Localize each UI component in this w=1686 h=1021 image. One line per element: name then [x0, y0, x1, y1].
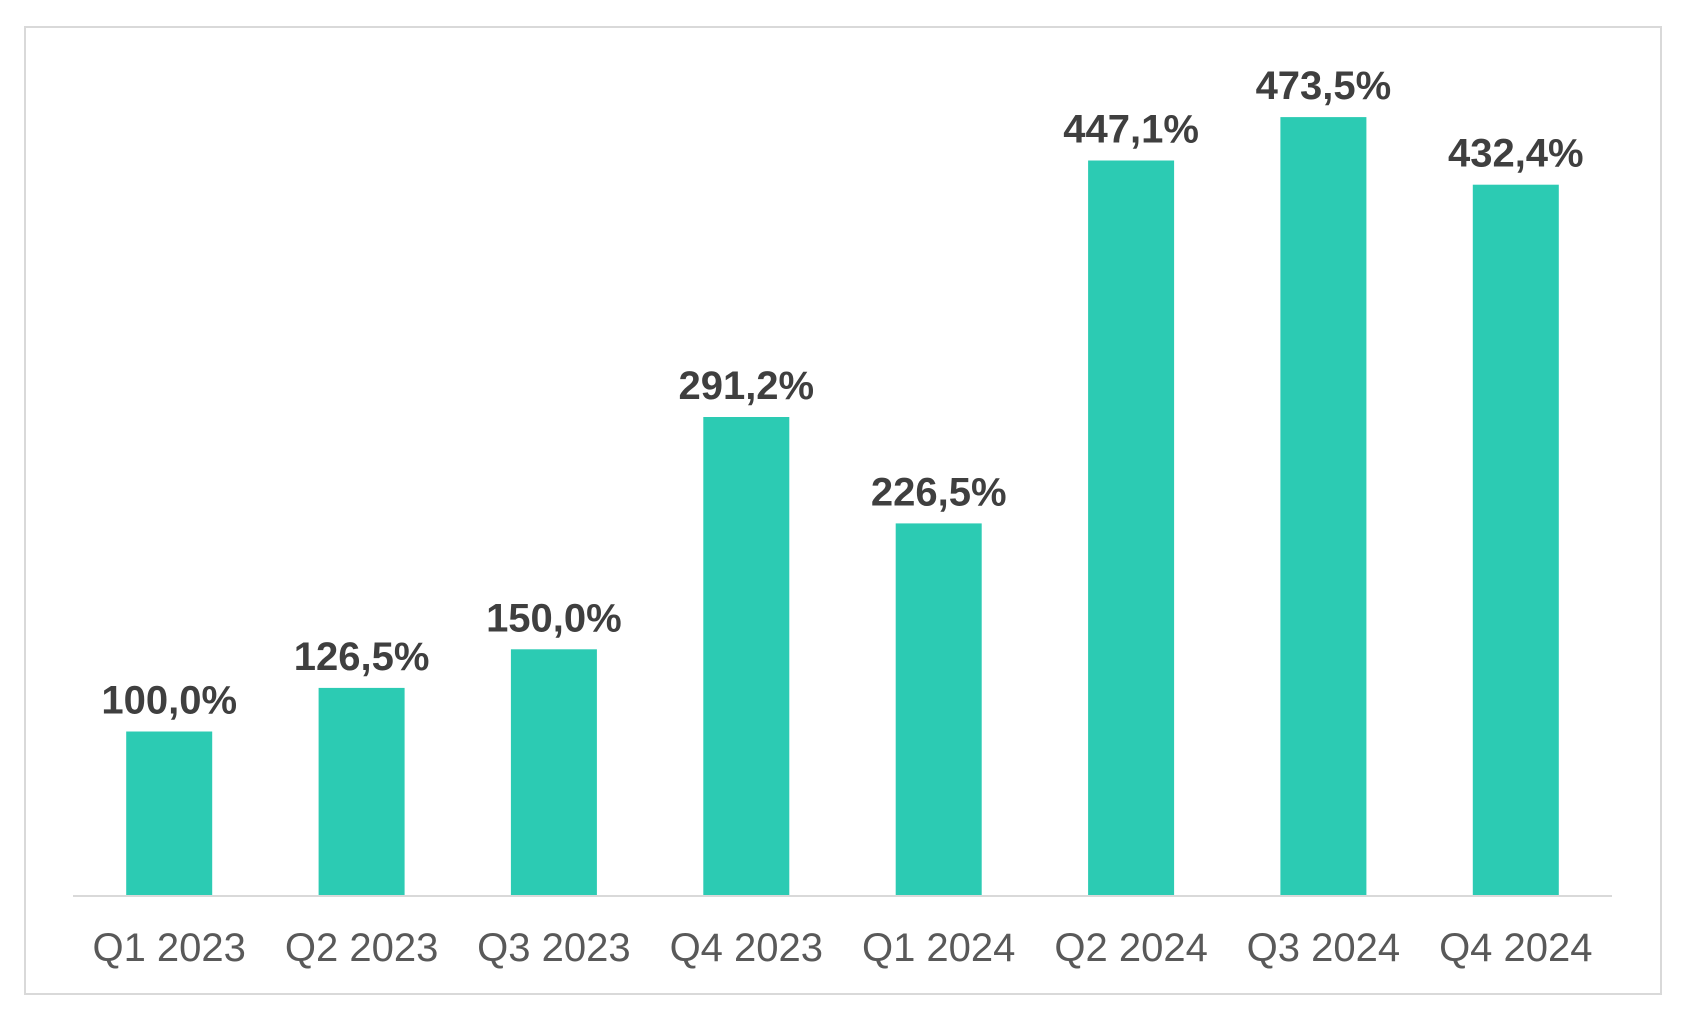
- x-tick-label: Q1 2023: [92, 926, 245, 970]
- value-label: 432,4%: [1448, 132, 1584, 176]
- bar-q3-2024: [1280, 117, 1367, 897]
- bar-q3-2023: [510, 649, 597, 897]
- x-tick-label: Q2 2024: [1054, 926, 1207, 970]
- value-label: 150,0%: [486, 596, 622, 640]
- x-tick-labels-group: Q1 2023 Q2 2023 Q3 2023 Q4 2023 Q1 2024 Q2 20…: [92, 926, 1592, 970]
- value-label: 126,5%: [294, 635, 430, 679]
- value-label: 447,1%: [1063, 108, 1199, 152]
- value-label: 291,2%: [678, 364, 814, 408]
- x-tick-label: Q4 2024: [1439, 926, 1592, 970]
- x-tick-label: Q3 2024: [1247, 926, 1400, 970]
- bar-q2-2023: [318, 687, 405, 896]
- bar-q2-2024: [1088, 160, 1175, 896]
- value-label: 226,5%: [871, 470, 1007, 514]
- value-label: 100,0%: [101, 679, 237, 723]
- bar-q4-2024: [1472, 184, 1559, 896]
- x-tick-label: Q2 2023: [285, 926, 438, 970]
- bars-group: [126, 117, 1559, 897]
- x-tick-label: Q1 2024: [862, 926, 1015, 970]
- value-label: 473,5%: [1256, 64, 1392, 108]
- bar-q4-2023: [703, 417, 790, 896]
- x-tick-label: Q4 2023: [670, 926, 823, 970]
- value-labels-group: 100,0% 126,5% 150,0% 291,2% 226,5% 447,1% 473,…: [101, 64, 1583, 722]
- x-tick-label: Q3 2023: [477, 926, 630, 970]
- bar-q1-2023: [126, 731, 213, 896]
- chart-frame: [24, 26, 1662, 995]
- bar-q1-2024: [895, 523, 982, 896]
